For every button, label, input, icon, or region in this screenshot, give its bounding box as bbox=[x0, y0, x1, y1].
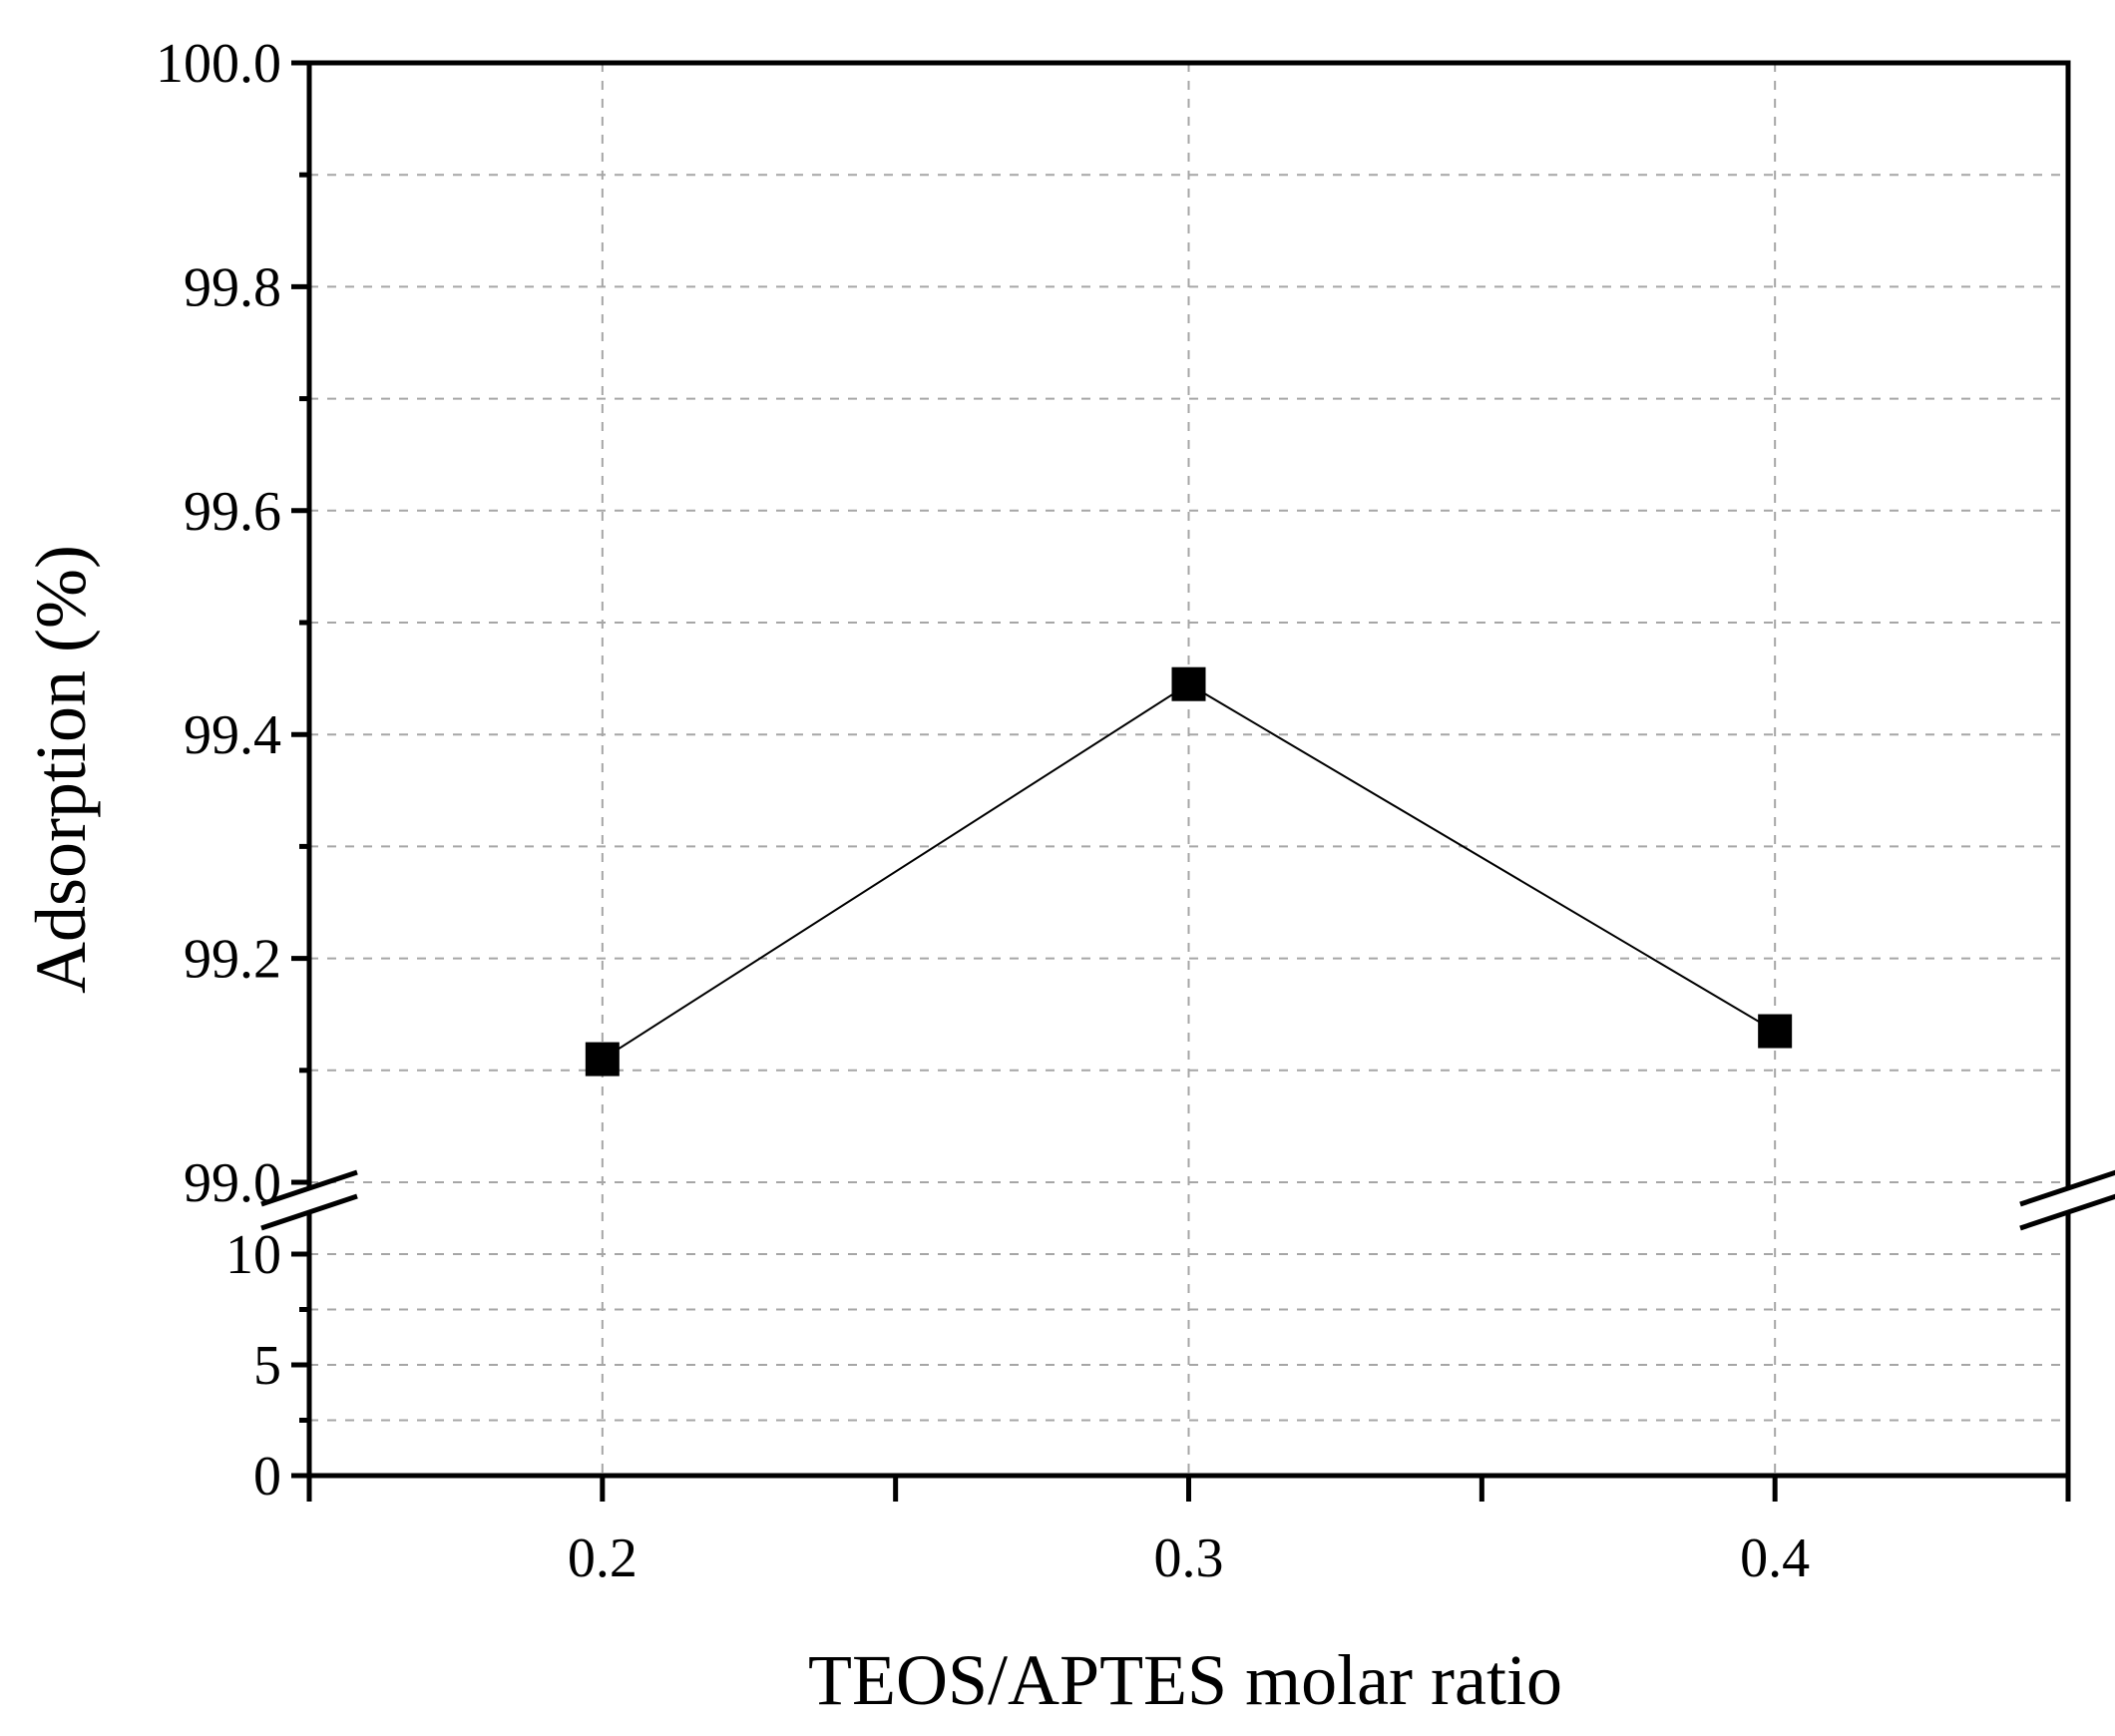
y-tick-label: 99.2 bbox=[184, 929, 281, 991]
x-tick-label: 0.3 bbox=[1154, 1527, 1224, 1589]
y-tick-label: 99.8 bbox=[184, 256, 281, 318]
y-tick-label: 99.6 bbox=[184, 481, 281, 543]
axis-break-marks bbox=[260, 1169, 2115, 1231]
y-tick-label: 0 bbox=[253, 1446, 281, 1508]
data-point-marker bbox=[1758, 1014, 1793, 1049]
y-axis-title: Adsorption (%) bbox=[21, 545, 101, 994]
y-tick-label: 5 bbox=[253, 1335, 281, 1397]
right-axis-break-mark bbox=[2019, 1169, 2115, 1207]
y-axis-break-mark bbox=[260, 1193, 358, 1231]
right-axis-break-mark bbox=[2019, 1193, 2115, 1231]
y-tick-label: 10 bbox=[225, 1224, 281, 1286]
y-axis-break-mark bbox=[260, 1169, 358, 1207]
x-tick-label: 0.2 bbox=[568, 1527, 637, 1589]
series bbox=[585, 666, 1793, 1077]
ticks bbox=[291, 60, 2071, 1502]
data-point-marker bbox=[1171, 666, 1206, 701]
grid-lines bbox=[309, 63, 2068, 1476]
data-point-marker bbox=[585, 1042, 620, 1077]
x-axis-title: TEOS/APTES molar ratio bbox=[808, 1640, 1562, 1720]
y-tick-label: 99.4 bbox=[184, 704, 281, 766]
x-tick-label: 0.4 bbox=[1740, 1527, 1810, 1589]
y-tick-label: 100.0 bbox=[156, 33, 281, 95]
